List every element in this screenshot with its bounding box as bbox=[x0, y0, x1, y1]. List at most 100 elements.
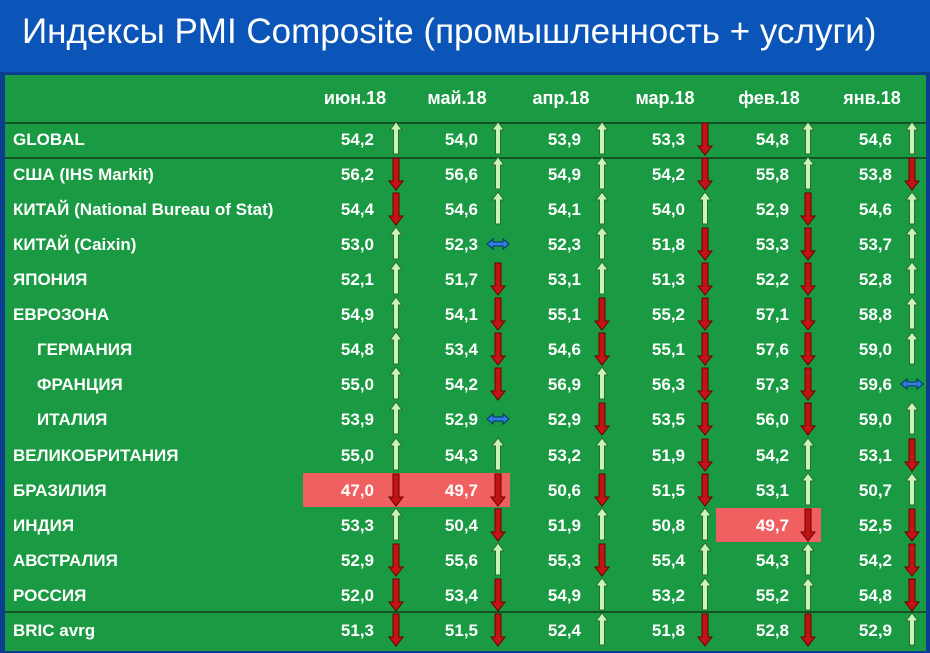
cell-value: 53,5 bbox=[652, 410, 685, 429]
arrow-down-icon bbox=[489, 262, 507, 296]
cell-value: 55,2 bbox=[652, 305, 685, 324]
cell-value: 54,3 bbox=[445, 446, 478, 465]
cell-value: 53,9 bbox=[341, 410, 374, 429]
arrow-down-icon bbox=[489, 578, 507, 612]
arrow-flat-icon bbox=[900, 377, 924, 391]
arrow-down-icon bbox=[489, 297, 507, 331]
arrow-up-icon bbox=[698, 577, 712, 611]
cell-value: 55,0 bbox=[341, 375, 374, 394]
cell-value: 51,5 bbox=[652, 481, 685, 500]
arrow-down-icon bbox=[696, 332, 714, 366]
arrow-down-icon bbox=[799, 332, 817, 366]
cell-value: 55,1 bbox=[652, 340, 685, 359]
arrow-down-icon bbox=[696, 402, 714, 436]
arrow-up-icon bbox=[389, 226, 403, 260]
arrow-down-icon bbox=[489, 367, 507, 401]
cell-value: 53,3 bbox=[756, 235, 789, 254]
arrow-down-icon bbox=[387, 613, 405, 647]
cell-value: 54,0 bbox=[652, 200, 685, 219]
cell-value: 54,8 bbox=[341, 340, 374, 359]
cell-value: 55,4 bbox=[652, 551, 686, 570]
cell-value: 52,3 bbox=[445, 235, 478, 254]
arrow-up-icon bbox=[389, 296, 403, 330]
arrow-down-icon bbox=[903, 508, 921, 542]
arrow-down-icon bbox=[387, 157, 405, 191]
arrow-up-icon bbox=[389, 401, 403, 435]
arrow-up-icon bbox=[491, 542, 505, 576]
arrow-up-icon bbox=[698, 191, 712, 225]
cell-value: 51,3 bbox=[341, 621, 374, 640]
arrow-up-icon bbox=[491, 437, 505, 471]
row-label: BRIC avrg bbox=[13, 621, 95, 640]
arrow-down-icon bbox=[593, 473, 611, 507]
cell-value: 54,3 bbox=[756, 551, 789, 570]
cell-value: 52,9 bbox=[859, 621, 892, 640]
arrow-down-icon bbox=[903, 578, 921, 612]
cell-value: 54,1 bbox=[548, 200, 581, 219]
title-bar: Индексы PMI Composite (промышленность + … bbox=[0, 0, 930, 72]
row-label: ИНДИЯ bbox=[13, 516, 74, 535]
arrow-down-icon bbox=[387, 578, 405, 612]
arrow-down-icon bbox=[489, 508, 507, 542]
arrow-up-icon bbox=[905, 331, 919, 365]
cell-value: 54,6 bbox=[548, 340, 581, 359]
arrow-up-icon bbox=[905, 401, 919, 435]
cell-value: 54,9 bbox=[548, 586, 581, 605]
cell-value: 53,1 bbox=[756, 481, 789, 500]
cell-value: 53,2 bbox=[548, 446, 581, 465]
arrow-up-icon bbox=[801, 542, 815, 576]
arrow-up-icon bbox=[698, 507, 712, 541]
cell-value: 59,6 bbox=[859, 375, 892, 394]
cell-value: 54,6 bbox=[859, 130, 892, 149]
cell-value: 59,0 bbox=[859, 340, 892, 359]
pmi-table: июн.18 май.18 апр.18 мар.18 фев.18 янв.18 GLOB… bbox=[5, 75, 926, 651]
arrow-down-icon bbox=[696, 613, 714, 647]
arrow-down-icon bbox=[799, 262, 817, 296]
cell-value: 52,3 bbox=[548, 235, 581, 254]
arrow-down-icon bbox=[696, 367, 714, 401]
cell-value: 52,9 bbox=[548, 410, 581, 429]
row-label: АВСТРАЛИЯ bbox=[13, 551, 118, 570]
cell-value: 55,6 bbox=[445, 551, 478, 570]
arrow-up-icon bbox=[905, 261, 919, 295]
arrow-down-icon bbox=[387, 543, 405, 577]
cell-value: 53,0 bbox=[341, 235, 374, 254]
cell-value: 54,0 bbox=[445, 130, 478, 149]
cell-value: 53,4 bbox=[445, 340, 479, 359]
arrow-down-icon bbox=[799, 613, 817, 647]
cell-value: 54,4 bbox=[341, 200, 375, 219]
arrow-up-icon bbox=[595, 121, 609, 155]
cell-value: 52,8 bbox=[859, 270, 892, 289]
cell-value: 51,8 bbox=[652, 235, 685, 254]
cell-value: 56,3 bbox=[652, 375, 685, 394]
arrow-up-icon bbox=[905, 121, 919, 155]
cell-value: 53,7 bbox=[859, 235, 892, 254]
row-label: КИТАЙ (Caixin) bbox=[13, 235, 136, 254]
cell-value: 52,2 bbox=[756, 270, 789, 289]
cell-value: 53,1 bbox=[548, 270, 581, 289]
arrow-down-icon bbox=[387, 473, 405, 507]
cell-value: 54,9 bbox=[341, 305, 374, 324]
cell-value: 51,9 bbox=[652, 446, 685, 465]
cell-value: 54,2 bbox=[859, 551, 892, 570]
arrow-down-icon bbox=[593, 402, 611, 436]
arrow-down-icon bbox=[696, 262, 714, 296]
cell-value: 54,6 bbox=[445, 200, 478, 219]
highlight-cell bbox=[406, 473, 510, 507]
cell-value: 52,4 bbox=[548, 621, 582, 640]
cell-value: 47,0 bbox=[341, 481, 374, 500]
arrow-up-icon bbox=[595, 261, 609, 295]
arrow-down-icon bbox=[903, 157, 921, 191]
column-header: фев.18 bbox=[738, 88, 800, 108]
arrow-up-icon bbox=[595, 226, 609, 260]
cell-value: 52,1 bbox=[341, 270, 374, 289]
cell-value: 52,9 bbox=[341, 551, 374, 570]
row-label: ВЕЛИКОБРИТАНИЯ bbox=[13, 446, 178, 465]
cell-value: 50,7 bbox=[859, 481, 892, 500]
arrow-down-icon bbox=[903, 438, 921, 472]
arrow-up-icon bbox=[595, 156, 609, 190]
row-label: ЯПОНИЯ bbox=[13, 270, 87, 289]
row-label: КИТАЙ (National Bureau of Stat) bbox=[13, 200, 273, 219]
cell-value: 50,8 bbox=[652, 516, 685, 535]
arrow-down-icon bbox=[593, 297, 611, 331]
